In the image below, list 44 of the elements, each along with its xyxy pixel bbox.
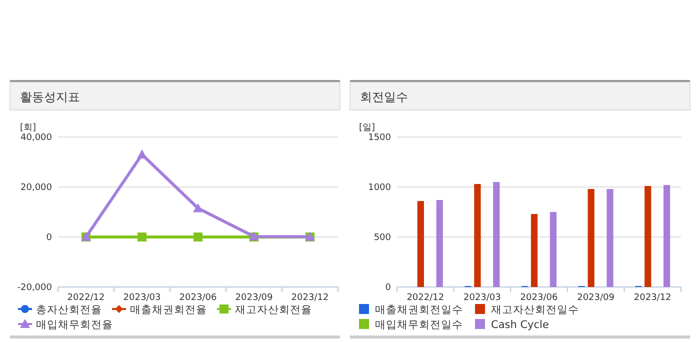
y-tick-label: 40,000 [20, 133, 52, 143]
x-tick-label: 2023/06 [520, 293, 558, 303]
x-tick-label: 2022/12 [406, 293, 444, 303]
y-tick-label: 0 [46, 233, 52, 243]
chart-title: 회전일수 [360, 90, 408, 104]
bar [530, 214, 538, 287]
legend-label: 재고자산회전율 [235, 304, 312, 316]
bar [493, 182, 500, 287]
y-tick-label: 0 [385, 283, 392, 293]
bar [474, 184, 481, 287]
point [194, 232, 202, 242]
y-tick-label: 500 [374, 233, 392, 243]
bar [550, 212, 557, 287]
legend-label: Cash Cycle [491, 319, 549, 331]
legend-label: 매출채권회전일수 [375, 304, 463, 316]
x-tick-label: 2023/03 [123, 293, 161, 303]
x-tick-label: 2023/12 [634, 293, 672, 303]
legend-label: 매출채권회전율 [130, 304, 207, 316]
legend-label: 총자산회전율 [36, 304, 102, 316]
y-tick-label: 1000 [368, 183, 392, 193]
x-tick-label: 2023/03 [464, 293, 501, 303]
y-tick-label: 1500 [368, 133, 392, 143]
y-tick-label: -20,000 [17, 283, 52, 293]
legend-label: 재고자산회전일수 [491, 304, 579, 316]
legend-label: 매입채무회전율 [36, 319, 113, 331]
x-tick-label: 2023/06 [179, 293, 217, 303]
legend-label: 매입채무회전일수 [375, 319, 463, 331]
point [193, 203, 203, 212]
point [138, 232, 146, 242]
bar [606, 189, 614, 287]
chart-title: 활동성지표 [20, 90, 80, 104]
x-tick-label: 2022/12 [67, 293, 105, 303]
bar [644, 186, 652, 287]
x-tick-label: 2023/09 [235, 293, 273, 303]
point [137, 150, 147, 158]
bar [588, 189, 594, 287]
y-axis-title: [회] [20, 123, 36, 133]
y-tick-label: 20,000 [20, 183, 52, 193]
x-tick-label: 2023/09 [577, 293, 615, 303]
y-axis-title: [일] [359, 123, 376, 133]
bar [417, 201, 424, 287]
bar [436, 200, 443, 287]
bar [663, 185, 670, 287]
x-tick-label: 2023/12 [291, 293, 329, 303]
